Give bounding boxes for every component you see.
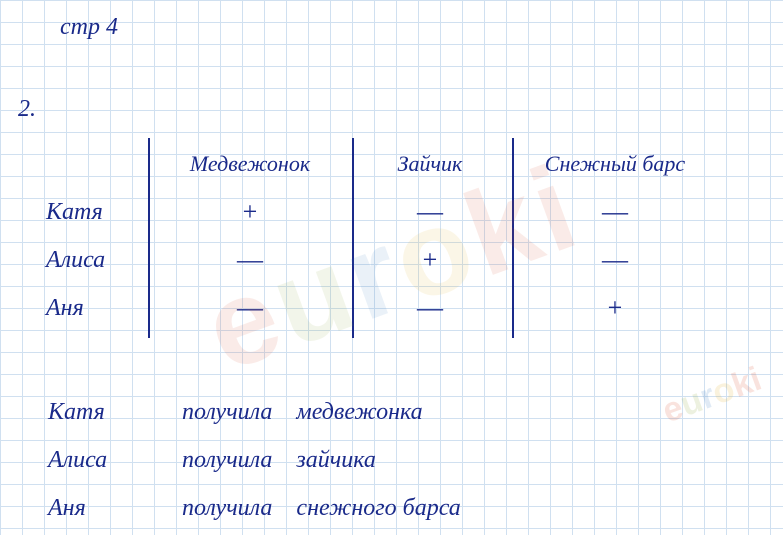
logic-table: Медвежонок Зайчик Снежный барс Катя + — … [40, 140, 720, 332]
answer-object: медвежонка [296, 388, 422, 436]
table-cell: — [150, 236, 350, 284]
watermark-small: euroki [657, 360, 766, 432]
column-header: Медвежонок [150, 140, 350, 188]
answer-verb: получила [182, 436, 272, 484]
answer-line: Аня получила снежного барса [48, 484, 461, 532]
table-corner [40, 140, 150, 188]
answer-name: Катя [48, 388, 158, 436]
row-header: Катя [40, 188, 150, 236]
row-header: Алиса [40, 236, 150, 284]
row-header: Аня [40, 284, 150, 332]
table-cell: — [150, 284, 350, 332]
table-cell: — [350, 284, 510, 332]
answer-verb: получила [182, 388, 272, 436]
answer-line: Катя получила медвежонка [48, 388, 461, 436]
problem-number: 2. [18, 96, 36, 123]
table-cell: — [510, 188, 720, 236]
answer-name: Аня [48, 484, 158, 532]
table-cell: — [350, 188, 510, 236]
table-cell: + [150, 188, 350, 236]
answer-object: снежного барса [296, 484, 460, 532]
table-cell: + [350, 236, 510, 284]
column-header: Зайчик [350, 140, 510, 188]
answer-verb: получила [182, 484, 272, 532]
page-title: стр 4 [60, 14, 118, 41]
answer-object: зайчика [296, 436, 375, 484]
column-header: Снежный барс [510, 140, 720, 188]
answer-name: Алиса [48, 436, 158, 484]
answers-block: Катя получила медвежонка Алиса получила … [48, 388, 461, 532]
table-cell: + [510, 284, 720, 332]
answer-line: Алиса получила зайчика [48, 436, 461, 484]
table-cell: — [510, 236, 720, 284]
